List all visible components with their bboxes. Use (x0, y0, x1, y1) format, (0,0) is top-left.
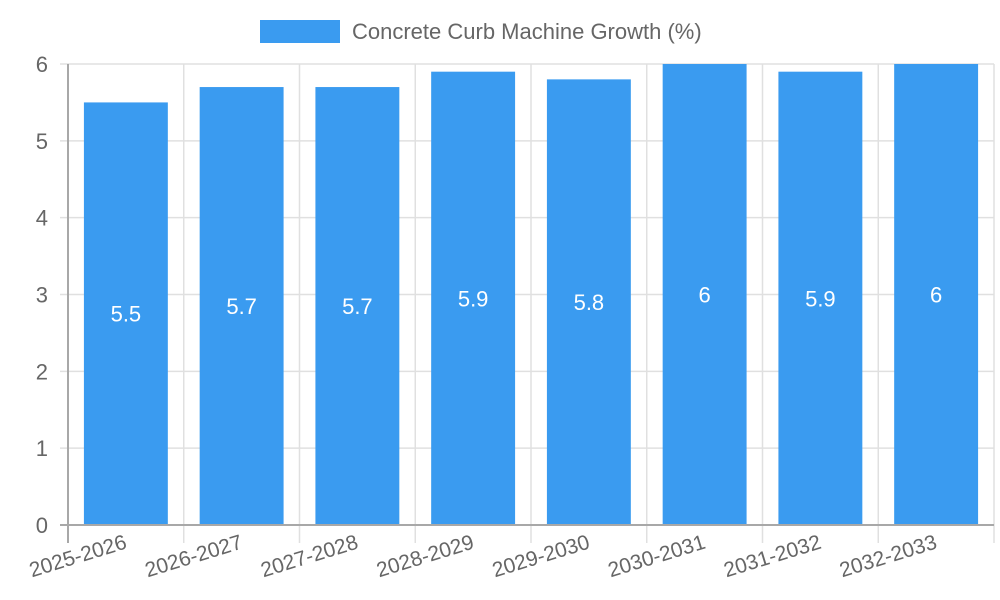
bar[interactable] (83, 102, 168, 526)
legend-swatch (260, 20, 340, 43)
y-tick-label: 4 (36, 206, 48, 231)
x-tick-label: 2028-2029 (374, 531, 477, 582)
y-axis-ticks: 0 1 2 3 4 5 6 (36, 52, 48, 538)
x-tick-label: 2031-2032 (721, 531, 824, 582)
x-tick-label: 2026-2027 (142, 531, 245, 582)
bar-value-label: 6 (930, 283, 942, 308)
axes (60, 64, 994, 543)
bar[interactable] (778, 71, 863, 525)
bar-value-label: 5.7 (226, 294, 257, 319)
bar[interactable] (315, 87, 400, 526)
x-tick-label: 2027-2028 (258, 531, 361, 582)
y-tick-label: 1 (36, 436, 48, 461)
x-tick-label: 2030-2031 (605, 531, 708, 582)
bar[interactable] (199, 87, 284, 526)
bar[interactable] (662, 64, 747, 525)
y-tick-label: 6 (36, 52, 48, 77)
legend[interactable]: Concrete Curb Machine Growth (%) (260, 19, 702, 44)
bar[interactable] (546, 79, 631, 525)
bar-value-label: 5.5 (111, 302, 142, 327)
bars: 5.5 5.7 5.7 5.9 5.8 6 5.9 6 (83, 64, 979, 526)
y-tick-label: 5 (36, 129, 48, 154)
x-axis-ticks: 2025-2026 2026-2027 2027-2028 2028-2029 2029… (27, 531, 940, 582)
legend-label: Concrete Curb Machine Growth (%) (352, 19, 702, 44)
x-tick-label: 2025-2026 (27, 531, 130, 582)
x-tick-label: 2032-2033 (837, 531, 940, 582)
y-tick-label: 0 (36, 513, 48, 538)
bar-value-label: 5.8 (574, 290, 605, 315)
bar-value-label: 5.9 (458, 286, 489, 311)
bar-value-label: 5.7 (342, 294, 373, 319)
bar-value-label: 6 (699, 283, 711, 308)
y-tick-label: 2 (36, 359, 48, 384)
y-tick-label: 3 (36, 283, 48, 308)
bar[interactable] (431, 71, 516, 525)
bar-value-label: 5.9 (805, 286, 836, 311)
x-tick-label: 2029-2030 (490, 531, 593, 582)
bar[interactable] (894, 64, 979, 525)
